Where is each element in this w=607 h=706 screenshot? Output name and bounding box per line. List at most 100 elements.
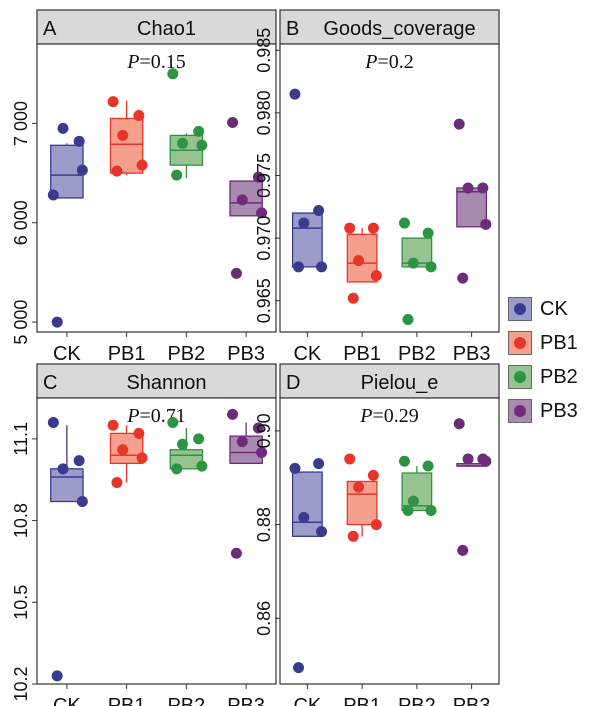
box-pb3 [456,187,488,228]
data-point [230,267,242,279]
y-tick-label: 0.965 [254,278,274,323]
legend: CK PB1 PB2 PB3 [508,292,604,428]
data-point [107,96,119,108]
data-point [370,270,382,282]
box-ck [50,425,84,503]
data-point [480,455,492,467]
data-point [133,110,145,122]
data-point [171,463,183,475]
data-point [177,137,189,149]
legend-key-pb2 [508,365,532,389]
y-tick-label: 0.970 [254,216,274,261]
legend-dot-pb3 [514,405,526,417]
x-tick-label: PB1 [343,695,381,706]
data-point [57,122,69,134]
data-point [252,171,264,183]
legend-key-pb3 [508,399,532,423]
legend-dot-ck [514,303,526,315]
y-tick-label: 0.980 [254,90,274,135]
y-tick-label: 0.985 [254,28,274,73]
data-point [171,169,183,181]
data-point [298,512,310,524]
data-point [193,125,205,137]
panel-letter: A [43,18,57,40]
data-point [57,463,69,475]
x-tick-label: CK [53,695,81,706]
plot-area [279,397,500,685]
y-tick-label: 10.8 [11,503,31,538]
data-point [289,462,301,474]
p-value-symbol: P [364,51,377,73]
x-tick-label: PB2 [167,343,205,365]
x-tick-label: PB3 [227,343,265,365]
legend-item-ck: CK [508,292,604,326]
data-point [227,116,239,128]
legend-dot-pb1 [514,337,526,349]
y-tick-label: 11.1 [11,422,31,456]
data-point [196,460,208,472]
data-point [289,88,301,100]
data-point [111,476,123,488]
panel-title: Shannon [126,372,206,394]
data-point [462,182,474,194]
y-tick-label: 5 000 [11,300,31,345]
legend-label-pb1: PB1 [540,331,578,354]
data-point [193,433,205,445]
y-tick-label: 0.90 [254,413,274,448]
data-point [457,544,469,556]
data-point [133,427,145,439]
y-tick-label: 0.975 [254,153,274,198]
data-point [398,217,410,229]
data-point [407,257,419,269]
x-tick-label: PB3 [453,343,491,365]
data-point [167,68,179,80]
y-tick-label: 6 000 [11,200,31,245]
data-point [256,207,268,219]
data-point [316,526,328,538]
x-tick-label: PB3 [453,695,491,706]
data-point [313,205,325,217]
panel-letter: D [286,372,300,394]
panel-c: C Shannon P=0.71 10.2 10.5 10.8 11.1 CK PB1 PB2 PB… [11,363,277,706]
legend-label-pb3: PB3 [540,399,578,422]
data-point [51,316,63,328]
x-tick-label: PB2 [167,695,205,706]
data-point [293,662,305,674]
data-point [298,217,310,229]
data-point [293,261,305,273]
x-tick-label: PB1 [108,695,146,706]
data-point [347,292,359,304]
data-point [111,165,123,177]
legend-label-pb2: PB2 [540,365,578,388]
p-value: P=0.15 [126,51,186,73]
x-tick-label: PB2 [398,695,436,706]
data-point [344,453,356,465]
data-point [117,129,129,141]
data-point [344,222,356,234]
data-point [367,222,379,234]
data-point [47,189,59,201]
panel-header [36,363,277,399]
y-tick-label: 7 000 [11,101,31,146]
legend-key-ck [508,297,532,321]
data-point [398,455,410,467]
data-point [76,496,88,508]
data-point [422,460,434,472]
legend-item-pb2: PB2 [508,360,604,394]
data-point [230,547,242,559]
data-point [457,272,469,284]
data-point [177,438,189,450]
data-point [402,313,414,325]
panel-header [36,9,277,45]
data-point [167,417,179,429]
data-point [73,455,85,467]
box-body [50,468,84,503]
p-value-symbol: P [126,51,139,73]
data-point [453,418,465,430]
panel-a: A Chao1 P=0.15 5 000 6 000 7 000 CK PB1 PB2 PB3 [11,9,277,365]
data-point [370,519,382,531]
data-point [367,469,379,481]
data-point [477,182,489,194]
y-tick-label: 10.2 [11,666,31,701]
data-point [480,218,492,230]
